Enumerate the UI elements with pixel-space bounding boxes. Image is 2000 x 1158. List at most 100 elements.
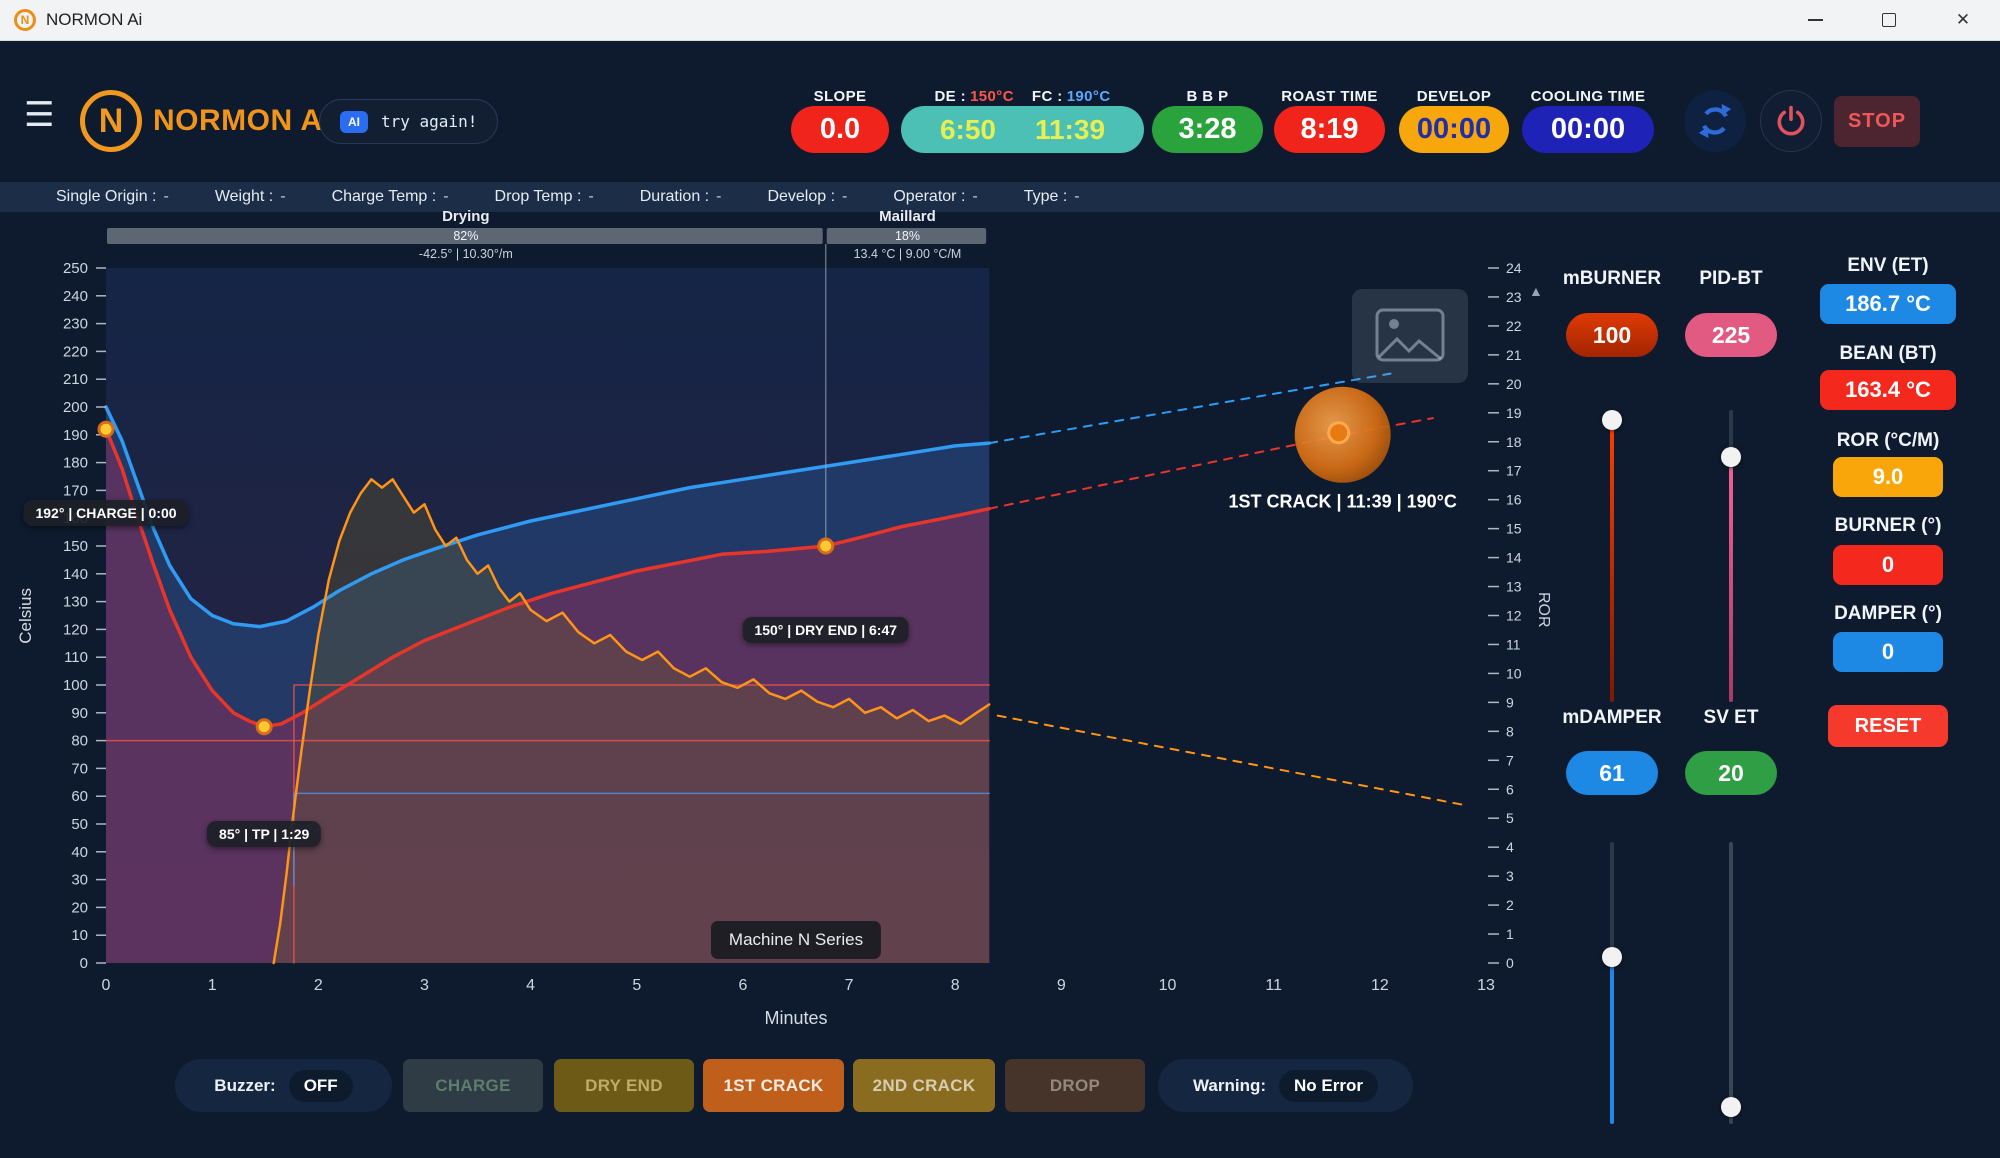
app-icon: N (14, 9, 36, 31)
drop-button[interactable]: DROP (1005, 1059, 1145, 1112)
sv-et-slider[interactable] (1720, 842, 1742, 1124)
brand-title: NORMON Ai (153, 104, 332, 137)
y-tick-label: 250 (63, 260, 88, 277)
y2-tick-label: 22 (1506, 318, 1522, 334)
et-line (104, 405, 991, 629)
phase-percent: 82% (453, 229, 478, 243)
dry-end-time: 6:50 (939, 113, 996, 145)
y2-tick-label: 18 (1506, 434, 1522, 450)
y-tick-label: 100 (63, 677, 88, 694)
y2-tick-label: 16 (1506, 492, 1522, 508)
y-tick-label: 80 (71, 733, 88, 750)
mdamper-slider-thumb[interactable] (1602, 947, 1622, 967)
sv-et-slider-thumb[interactable] (1721, 1097, 1741, 1117)
y-tick-label: 40 (71, 844, 88, 861)
y-tick-label: 30 (71, 872, 88, 889)
cooling-time-value: 00:00 (1522, 106, 1654, 153)
mburner-slider[interactable] (1601, 410, 1623, 702)
power-button[interactable] (1760, 90, 1822, 152)
dry-end-button[interactable]: DRY END (554, 1059, 694, 1112)
buzzer-toggle[interactable]: Buzzer: OFF (175, 1059, 392, 1112)
mdamper-slider-fill (1610, 964, 1614, 1124)
event-marker (97, 420, 115, 438)
y-tick-label: 120 (63, 621, 88, 638)
event-marker (255, 718, 273, 736)
ror-line (272, 478, 991, 965)
y-tick-label: 70 (71, 760, 88, 777)
y-tick-label: 170 (63, 482, 88, 499)
x-tick-label: 0 (102, 977, 111, 994)
x-tick-label: 7 (845, 977, 854, 994)
y2-tick-label: 4 (1506, 839, 1514, 855)
maximize-button[interactable] (1852, 0, 1926, 41)
y2-tick-label: 17 (1506, 463, 1522, 479)
y-tick-label: 180 (63, 455, 88, 472)
roast-time-value: 8:19 (1274, 106, 1385, 153)
ai-try-again-button[interactable]: AI try again! (319, 99, 499, 144)
x-tick-label: 8 (951, 977, 960, 994)
sv-et-value: 20 (1685, 751, 1777, 795)
burner-label: BURNER (°) (1834, 515, 1942, 536)
y-tick-label: 150 (63, 538, 88, 555)
chart-annotation: 1ST CRACK | 11:39 | 190°C (1228, 491, 1457, 512)
pid-bt-value: 225 (1685, 313, 1777, 357)
x-tick-label: 2 (314, 977, 323, 994)
minimize-button[interactable] (1778, 0, 1852, 41)
y-tick-label: 0 (80, 955, 88, 972)
y2-tick-label: 14 (1506, 550, 1522, 566)
y-tick-label: 230 (63, 316, 88, 333)
mburner-slider-thumb[interactable] (1602, 410, 1622, 430)
close-button[interactable]: ✕ (1955, 10, 1971, 29)
y-tick-label: 140 (63, 566, 88, 583)
plot-background (106, 268, 990, 963)
image-placeholder-frame (1375, 308, 1445, 362)
event-marker (817, 537, 835, 555)
minimize-icon (1807, 19, 1823, 21)
bt-area (106, 429, 990, 963)
x-tick-label: 10 (1159, 977, 1177, 994)
info-weight: Weight :- (214, 188, 286, 205)
y-tick-label: 90 (71, 705, 88, 722)
refresh-icon (1698, 103, 1732, 139)
second-crack-button[interactable]: 2ND CRACK (853, 1059, 995, 1112)
y2-tick-label: 21 (1506, 347, 1522, 363)
y-tick-label: 210 (63, 371, 88, 388)
machine-watermark: Machine N Series (710, 921, 882, 959)
info-single-origin: Single Origin :- (56, 188, 169, 205)
ror-area (273, 479, 990, 963)
bean-bt-value: 163.4 °C (1820, 370, 1956, 410)
y2-tick-label: 24 (1506, 260, 1522, 276)
y-tick-label: 130 (63, 594, 88, 611)
de-value: 150°C (970, 88, 1014, 105)
y2-tick-label: 6 (1506, 781, 1514, 797)
y2-axis-title: ROR (1535, 592, 1552, 628)
refresh-button[interactable] (1684, 90, 1746, 152)
first-crack-button[interactable]: 1ST CRACK (703, 1059, 844, 1112)
pid-bt-slider[interactable] (1720, 410, 1742, 702)
stop-button[interactable]: STOP (1834, 96, 1920, 147)
image-placeholder-mountain (1377, 336, 1442, 361)
de-fc-labels: DE :150°C FC :190°C (901, 88, 1144, 105)
y-tick-label: 160 (63, 510, 88, 527)
y2-tick-label: 0 (1506, 955, 1514, 971)
maximize-icon (1882, 13, 1896, 27)
reset-button[interactable]: RESET (1828, 705, 1948, 747)
y-tick-label: 110 (64, 649, 88, 666)
y-tick-label: 240 (63, 288, 88, 305)
menu-icon[interactable]: ☰ (24, 96, 55, 134)
buzzer-label: Buzzer: (214, 1075, 276, 1095)
damper-value: 0 (1833, 632, 1943, 672)
bt-projection (988, 417, 1434, 510)
x-tick-label: 1 (208, 977, 217, 994)
x-tick-label: 5 (632, 977, 641, 994)
slope-value: 0.0 (791, 106, 889, 153)
charge-button[interactable]: CHARGE (403, 1059, 543, 1112)
y-tick-label: 50 (71, 816, 88, 833)
warning-status: Warning: No Error (1158, 1059, 1413, 1112)
env-et-label: ENV (ET) (1847, 255, 1929, 276)
x-tick-label: 13 (1477, 977, 1495, 994)
mdamper-slider[interactable] (1601, 842, 1623, 1124)
pid-bt-slider-thumb[interactable] (1721, 447, 1741, 467)
